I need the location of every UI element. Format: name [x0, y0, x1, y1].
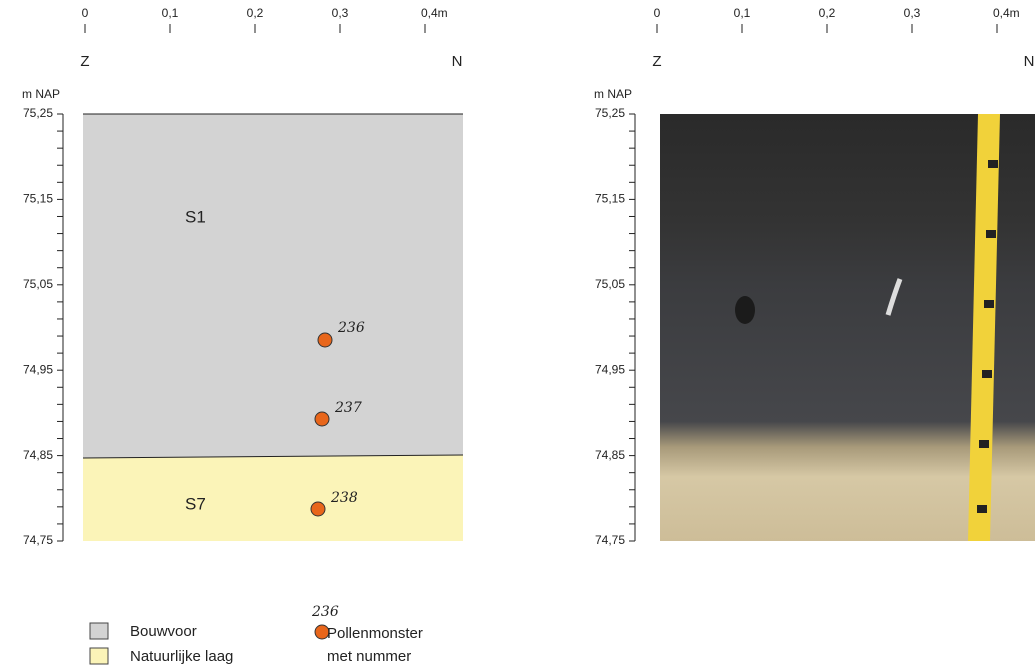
stick-marks	[977, 160, 998, 513]
scale-label: 0,4m	[993, 6, 1020, 20]
sample-dot	[310, 501, 326, 517]
scale-label: 0,1	[734, 6, 751, 20]
scale-label: 0,2	[819, 6, 836, 20]
photo-detail	[885, 278, 903, 316]
scale-label: 0,3	[904, 6, 921, 20]
left-panel	[82, 113, 464, 541]
side-label: N	[452, 53, 463, 70]
photo	[660, 114, 1035, 541]
layer-label: S7	[185, 494, 206, 513]
level-label: 75,25	[595, 106, 625, 120]
legend-dot	[314, 624, 330, 640]
legend-label: Pollenmonster	[327, 625, 423, 642]
layer-boundary	[82, 454, 464, 459]
scale-label: 0,3	[332, 6, 349, 20]
scale-label: 0	[654, 6, 661, 20]
scale-label: 0	[82, 6, 89, 20]
axis-unit: m NAP	[594, 87, 632, 101]
scale-label: 0,1	[162, 6, 179, 20]
layer-label: S1	[185, 207, 206, 226]
measuring-stick	[968, 114, 1000, 541]
side-label: N	[1024, 53, 1035, 70]
level-label: 74,95	[23, 362, 53, 376]
legend-swatch	[89, 647, 109, 665]
sample-label: 237	[334, 400, 362, 416]
photo-detail	[735, 296, 755, 324]
sample-label: 236	[337, 320, 365, 336]
scale-label: 0,2	[247, 6, 264, 20]
legend-number: 236	[311, 604, 339, 620]
sample-dot	[314, 411, 330, 427]
level-label: 74,75	[595, 533, 625, 547]
level-label: 75,05	[23, 277, 53, 291]
scale-label: 0,4m	[421, 6, 448, 20]
level-label: 75,25	[23, 106, 53, 120]
legend: Bouwvoor Natuurlijke laag 236 Pollenmons…	[89, 604, 423, 665]
legend-label: Bouwvoor	[130, 623, 197, 640]
level-label: 74,85	[23, 448, 53, 462]
natural-layer	[83, 455, 463, 541]
level-label: 75,15	[595, 192, 625, 206]
level-label: 74,85	[595, 448, 625, 462]
legend-label: Natuurlijke laag	[130, 648, 233, 665]
side-label: Z	[80, 53, 89, 70]
legend-label: met nummer	[327, 648, 411, 665]
level-label: 75,05	[595, 277, 625, 291]
sample-dot	[317, 332, 333, 348]
axis-unit: m NAP	[22, 87, 60, 101]
level-label: 75,15	[23, 192, 53, 206]
level-label: 74,75	[23, 533, 53, 547]
bouwvoor-layer	[83, 114, 463, 458]
level-label: 74,95	[595, 362, 625, 376]
side-label: Z	[652, 53, 661, 70]
sample-label: 238	[330, 490, 358, 506]
legend-swatch	[89, 622, 109, 640]
